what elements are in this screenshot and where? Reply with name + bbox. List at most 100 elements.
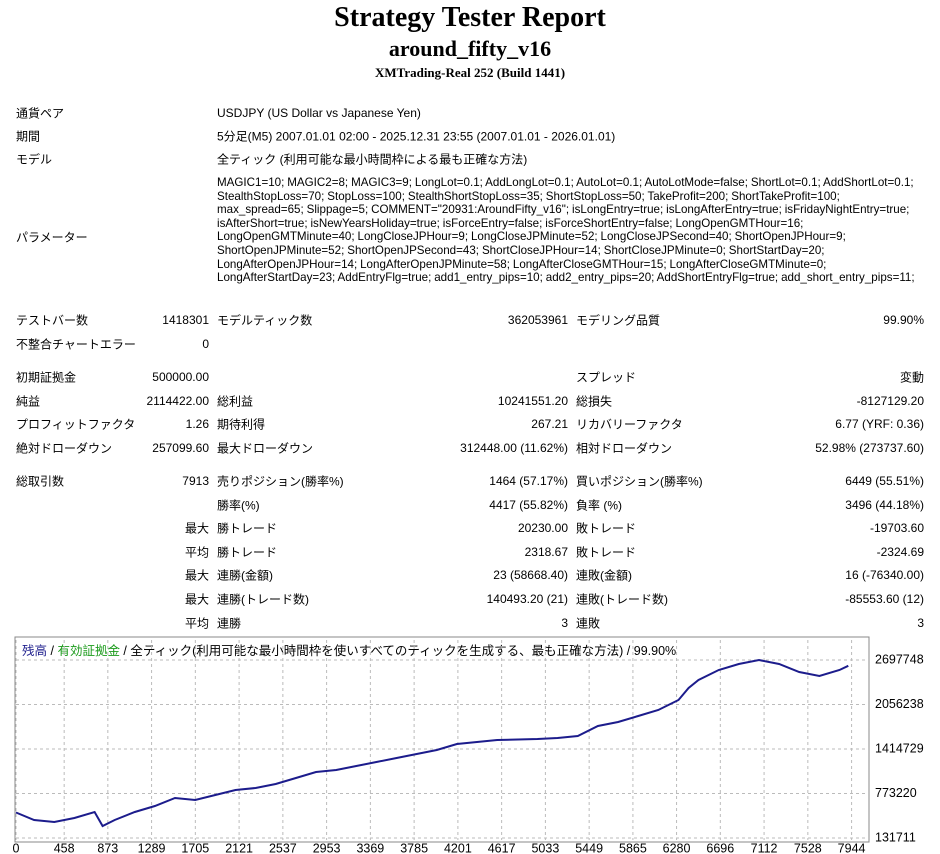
stat-label: 勝トレード [217,545,278,560]
stat-value: 20230.00 [517,521,568,536]
stat-value: 99.90% [883,313,924,327]
y-tick-label: 2697748 [875,652,924,666]
y-tick-label: 131711 [875,830,916,844]
x-tick-label: 2121 [225,841,253,854]
stat-value: 23 (58668.40) [493,568,568,583]
stat-label: リカバリーファクタ [576,417,683,432]
stat-value: 362053961 [507,313,568,327]
x-tick-label: 0 [13,841,20,854]
stat-label: モデルティック数 [217,313,313,328]
x-tick-label: 5865 [619,841,647,854]
stat-value: 6449 (55.51%) [845,474,924,488]
stat-label: スプレッド [576,370,637,385]
legend-equity: 有効証拠金 [57,643,120,658]
stat-label: 総取引数 [16,474,65,489]
stat-value: 257099.60 [152,440,209,455]
stat-value: 10241551.20 [497,393,568,408]
stat-label: 買いポジション(勝率%) [576,474,703,489]
x-tick-label: 4201 [444,841,472,854]
info-label: モデル [16,152,53,167]
x-tick-label: 873 [97,841,118,854]
legend-balance: 残高 [22,643,47,658]
stat-label: 負率 (%) [576,498,622,513]
stat-label: プロフィットファクタ [16,417,136,432]
x-tick-label: 458 [54,841,75,854]
stat-value: 1464 (57.17%) [489,474,568,488]
stat-label: 不整合チャートエラー [16,337,136,352]
balance-line [15,658,849,828]
x-tick-label: 3369 [356,841,384,854]
stat-value: 変動 [899,370,924,385]
info-label: 通貨ペア [16,106,65,121]
stat-label: 純益 [16,394,41,409]
legend-model: 全ティック(利用可能な最小時間枠を使いすべてのティックを生成する、最も正確な方法… [130,643,623,658]
report-title: Strategy Tester Report [334,2,606,33]
info-value: 5分足(M5) 2007.01.01 02:00 - 2025.12.31 23… [217,129,616,144]
x-tick-label: 2953 [313,841,341,854]
stat-value: 140493.20 (21) [486,592,568,606]
stat-label: 相対ドローダウン [576,441,673,456]
x-tick-label: 4617 [488,841,516,854]
stat-label: 敗トレード [576,521,637,536]
stat-label: 連勝(トレード数) [217,592,309,607]
stat-label: 連敗 [576,616,601,631]
stat-value: -8127129.20 [856,393,924,408]
x-tick-label: 3785 [400,841,428,854]
stat-value: 平均 [184,616,209,631]
stat-label: 最大ドローダウン [217,441,314,456]
stat-value: 最大 [184,521,209,536]
parameters-value: MAGIC1=10; MAGIC2=8; MAGIC3=9; LongLot=0… [217,176,915,285]
info-value: 全ティック (利用可能な最小時間枠による最も正確な方法) [217,152,528,167]
parameters-label: パラメーター [16,230,88,245]
x-tick-label: 6696 [706,841,734,854]
x-tick-label: 5449 [575,841,603,854]
stat-value: 3 [561,615,568,630]
stat-value: 52.98% (273737.60) [815,440,924,455]
legend-separator: / [47,644,57,658]
expert-name: around_fifty_v16 [388,36,552,61]
chart-legend: 残高 / 有効証拠金 / 全ティック(利用可能な最小時間枠を使いすべてのティック… [22,643,676,658]
x-tick-label: 7528 [794,841,822,854]
stat-label: 期待利得 [217,417,266,432]
stat-value: 500000.00 [152,370,209,384]
stat-label: 勝トレード [217,521,278,536]
info-value: USDJPY (US Dollar vs Japanese Yen) [217,106,421,120]
x-tick-label: 2537 [269,841,297,854]
x-tick-label: 6280 [663,841,691,854]
stat-label: 連勝(金額) [217,568,273,583]
stat-label: 勝率(%) [217,498,260,513]
stat-value: 最大 [184,592,209,607]
y-tick-label: 1414729 [875,741,924,755]
stat-value: 1.26 [185,417,209,432]
stat-value: -2324.69 [876,544,924,559]
stat-label: 連勝 [217,616,242,631]
y-tick-label: 2056238 [875,697,924,711]
chart-frame [14,636,870,843]
legend-quality: 99.90% [634,644,676,658]
stat-label: 連敗(トレード数) [576,592,668,607]
stat-label: 初期証拠金 [16,370,77,385]
stat-label: モデリング品質 [576,313,661,328]
y-tick-label: 773220 [875,786,917,800]
stat-value: 4417 (55.82%) [489,497,568,512]
stat-value: 2318.67 [524,544,568,559]
stat-value: -85553.60 (12) [845,592,924,606]
stat-label: テストバー数 [16,313,89,328]
stat-value: 3496 (44.18%) [845,497,924,512]
stat-value: 2114422.00 [146,393,209,408]
legend-separator: / [120,644,130,658]
stat-label: 連敗(金額) [576,568,632,583]
stat-value: 312448.00 (11.62%) [460,440,568,455]
x-tick-label: 1289 [138,841,166,854]
x-tick-label: 7112 [751,841,778,854]
stat-value: 7913 [182,474,209,488]
stat-value: 267.21 [531,417,568,432]
info-label: 期間 [16,129,41,144]
stat-label: 絶対ドローダウン [16,441,113,456]
stat-label: 総損失 [576,394,613,409]
stat-value: 16 (-76340.00) [845,568,924,583]
stat-value: 0 [202,336,209,351]
stat-value: 平均 [184,545,209,560]
